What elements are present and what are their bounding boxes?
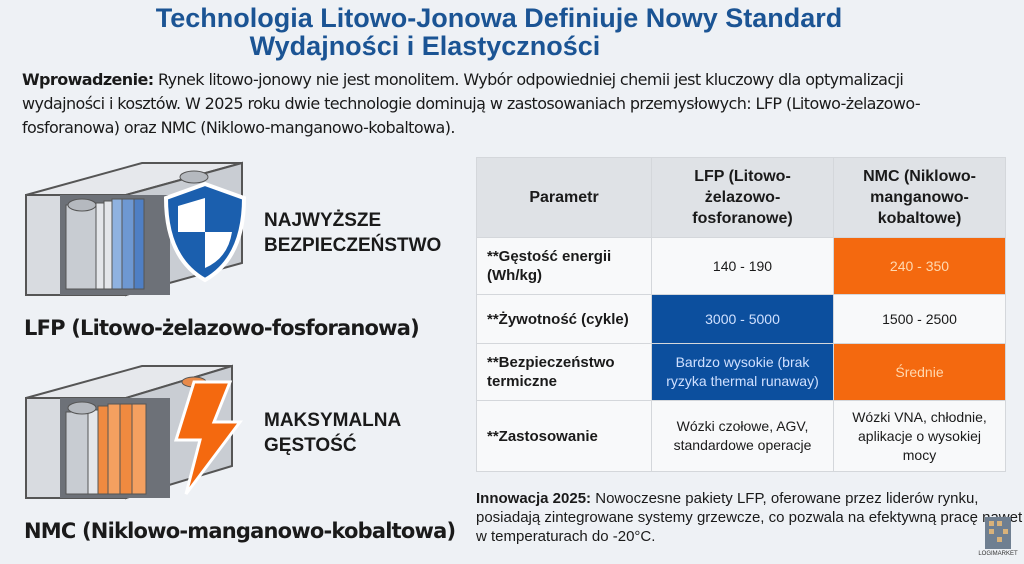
intro-text: Rynek litowo-jonowy nie jest monolitem. …: [22, 70, 921, 137]
table-row: **Gęstość energii (Wh/kg) 140 - 190 240 - …: [476, 237, 1006, 295]
table-row: **Bezpieczeństwo termiczne Bardzo wysokie…: [476, 343, 1006, 401]
intro-paragraph: Wprowadzenie: Rynek litowo-jonowy nie je…: [22, 68, 982, 140]
nmc-feature: MAKSYMALNA GĘSTOŚĆ: [264, 410, 402, 456]
param-cell: **Gęstość energii (Wh/kg): [476, 237, 652, 295]
header-lfp: LFP (Litowo-żelazowo-fosforanowe): [651, 157, 834, 238]
table-row: **Żywotność (cykle) 3000 - 5000 1500 - 250…: [476, 294, 1006, 344]
logo-text: LOGIMARKET: [978, 551, 1018, 557]
header-parametr: Parametr: [476, 157, 652, 238]
param-cell: **Żywotność (cykle): [476, 294, 652, 344]
lfp-cell: Wózki czołowe, AGV, standardowe operacje: [651, 400, 834, 472]
shield-icon: [163, 181, 247, 283]
param-cell: **Zastosowanie: [476, 400, 652, 472]
innovation-note: Innowacja 2025: Nowoczesne pakiety LFP, …: [476, 489, 1024, 546]
page-title-line2: Wydajności i Elastyczności: [249, 31, 601, 61]
page-title-line1: Technologia Litowo-Jonowa Definiuje Nowy…: [155, 3, 843, 33]
intro-label: Wprowadzenie:: [22, 70, 154, 89]
lfp-cell: 140 - 190: [651, 237, 834, 295]
nmc-cell: Średnie: [833, 343, 1006, 401]
building-icon: [985, 517, 1011, 549]
lfp-feature: NAJWYŻSZE BEZPIECZEŃSTWO: [264, 210, 442, 256]
lfp-cell: Bardzo wysokie (brak ryzyka thermal runa…: [651, 343, 834, 401]
nmc-cell: 240 - 350: [833, 237, 1006, 295]
header-nmc: NMC (Niklowo-manganowo-kobaltowe): [833, 157, 1006, 238]
nmc-cell: Wózki VNA, chłodnie, aplikacje o wysokie…: [833, 400, 1006, 472]
lfp-cell: 3000 - 5000: [651, 294, 834, 344]
table-header-row: Parametr LFP (Litowo-żelazowo-fosforanow…: [476, 157, 1006, 238]
nmc-cell: 1500 - 2500: [833, 294, 1006, 344]
comparison-table: Parametr LFP (Litowo-żelazowo-fosforanow…: [476, 157, 1006, 472]
table-row: **Zastosowanie Wózki czołowe, AGV, standa…: [476, 400, 1006, 472]
logimarket-logo: LOGIMARKET: [976, 515, 1020, 561]
lfp-label: LFP (Litowo-żelazowo-fosforanowa): [24, 316, 420, 340]
innovation-label: Innowacja 2025:: [476, 490, 592, 507]
innovation-text: Nowoczesne pakiety LFP, oferowane przez …: [476, 490, 1023, 545]
nmc-label: NMC (Niklowo-manganowo-kobaltowa): [24, 519, 456, 543]
lightning-icon: [173, 380, 243, 495]
param-cell: **Bezpieczeństwo termiczne: [476, 343, 652, 401]
